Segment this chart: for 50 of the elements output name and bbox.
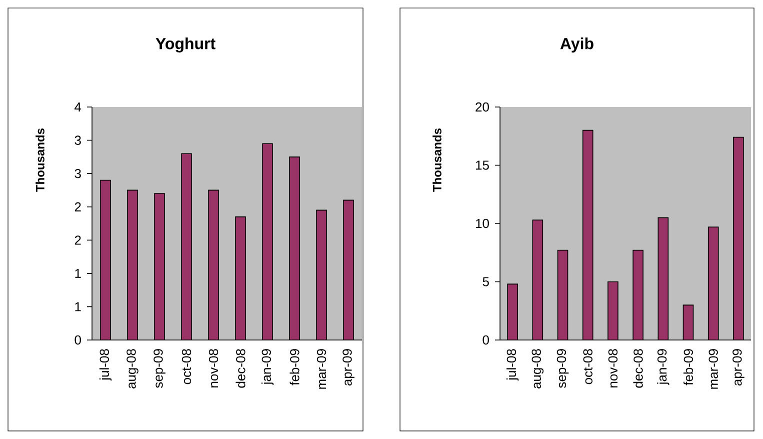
x-tick-label: dec-08 [236, 349, 246, 388]
y-tick-label: 1 [75, 268, 81, 278]
bar [532, 220, 543, 340]
bar [208, 190, 219, 340]
bar [100, 180, 111, 340]
y-axis-title: Thousands [36, 128, 44, 192]
y-tick-label: 20 [476, 102, 489, 112]
x-tick-label: feb-09 [683, 349, 694, 386]
x-tick-label: jan-09 [261, 349, 274, 385]
y-tick-label: 0 [482, 335, 489, 345]
bar [582, 130, 593, 340]
x-tick-label: feb-09 [290, 349, 300, 386]
y-tick-label: 15 [476, 160, 489, 170]
chart-title: Ayib [560, 38, 594, 52]
x-tick-label: dec-08 [633, 349, 643, 388]
x-tick-label: sep-09 [154, 349, 166, 388]
bar [236, 216, 246, 340]
x-tick-label: nov-08 [608, 349, 618, 388]
y-tick-label: 3 [74, 168, 81, 178]
bar [343, 200, 354, 340]
y-tick-label: 10 [476, 218, 489, 228]
bar [128, 190, 138, 340]
y-tick-label: 5 [482, 277, 489, 286]
y-tick-label: 3 [74, 136, 81, 145]
y-tick-label: 1 [75, 302, 81, 312]
x-tick-label: oct-08 [583, 349, 592, 384]
y-tick-label: 2 [74, 236, 81, 245]
chart-title: Yoghurt [156, 38, 216, 52]
x-tick-label: jan-09 [657, 349, 670, 385]
x-tick-label: jul-08 [99, 349, 112, 381]
x-tick-label: apr-09 [342, 349, 354, 386]
bar [733, 136, 744, 340]
bar [658, 218, 668, 340]
bar [182, 154, 192, 340]
bar [262, 144, 273, 340]
bar [558, 250, 568, 340]
x-tick-label: nov-08 [208, 349, 218, 388]
bar [683, 305, 694, 340]
x-tick-label: mar-09 [708, 349, 718, 389]
y-tick-label: 2 [74, 202, 81, 212]
y-tick-label: 4 [74, 102, 82, 112]
x-tick-label: oct-08 [182, 349, 192, 384]
y-tick-label: 0 [74, 335, 81, 345]
x-tick-label: jul-08 [506, 349, 519, 381]
x-tick-label: sep-09 [556, 349, 569, 388]
x-tick-label: aug-08 [126, 349, 138, 388]
x-tick-label: apr-09 [732, 349, 744, 386]
y-axis-title: Thousands [432, 128, 442, 192]
x-tick-label: mar-09 [316, 349, 326, 389]
x-tick-label: aug-08 [532, 349, 544, 388]
